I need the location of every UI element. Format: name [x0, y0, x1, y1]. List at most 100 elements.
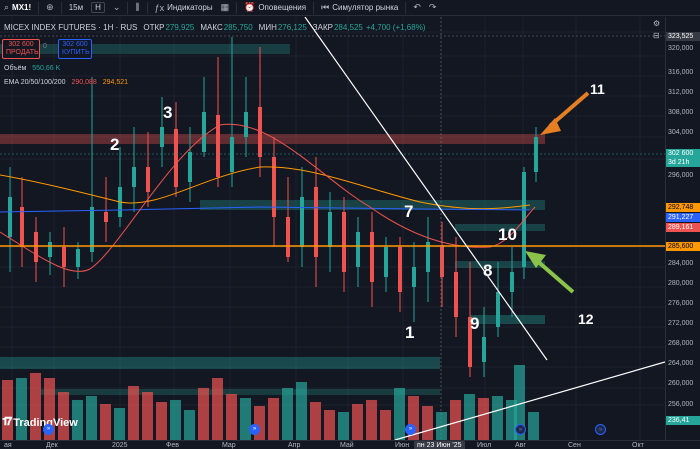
volume-bar: [226, 394, 237, 440]
annotation-2: 2: [110, 135, 120, 154]
volume-bar: [528, 412, 539, 440]
volume-bar: [2, 380, 13, 440]
time-label: Май: [340, 442, 354, 449]
time-axis[interactable]: ая Дек 2025 Фев Мар Апр Май Июн Июл Авг Сен Окт пн …: [0, 440, 700, 449]
candle-body: [104, 212, 108, 222]
volume-bar: [44, 378, 55, 440]
ema-label: EMA 20/50/100/200: [4, 79, 66, 86]
collapse-icon[interactable]: ⊟: [653, 31, 660, 40]
volume-bar: [128, 386, 139, 440]
interval-selected[interactable]: Н: [87, 0, 109, 16]
volume-bar: [100, 404, 111, 440]
symbol-search[interactable]: ⌕ MX1!: [0, 0, 35, 16]
candle-body: [202, 112, 206, 152]
volume-bar: [282, 388, 293, 440]
quantity-value[interactable]: 0: [43, 43, 47, 50]
legend-title: MICEX INDEX FUTURES · 1H · RUS: [4, 22, 138, 32]
time-label: Дек: [46, 442, 58, 449]
volume-bar: [450, 400, 461, 440]
event-marker-icon[interactable]: »: [249, 424, 260, 435]
time-label: Июл: [477, 442, 492, 449]
level-tag: 285,600: [666, 242, 700, 251]
sell-button[interactable]: 302 600 ПРОДАТЬ: [2, 39, 40, 59]
price-tick: 320,000: [668, 45, 694, 52]
candle-body: [76, 249, 80, 267]
zone-green-low: [40, 389, 440, 395]
search-icon: ⌕: [4, 2, 10, 12]
ema-value-1: 290,088: [71, 79, 97, 86]
candle-body: [496, 292, 500, 327]
volume-bar: [310, 402, 321, 440]
candle-body: [440, 245, 444, 277]
undo-button[interactable]: ↶: [409, 0, 425, 16]
candle-body: [356, 232, 360, 267]
grid-lines: [0, 17, 665, 440]
indicators-button[interactable]: ƒx Индикаторы: [151, 0, 217, 16]
candle-body: [90, 207, 94, 252]
price-axis[interactable]: 323,525 320,000 316,000 312,000 308,000 304,…: [665, 17, 700, 440]
chart-settings-icon[interactable]: ⚙: [653, 19, 661, 28]
volume-bar: [394, 388, 405, 440]
volume-bar: [422, 406, 433, 440]
annotation-7: 7: [404, 202, 414, 221]
zone-green-9: [470, 315, 545, 324]
trendline-ascending: [394, 361, 665, 440]
candle-body: [258, 107, 262, 157]
grid-icon: ▦: [220, 2, 230, 12]
tradingview-logo[interactable]: 𝟏𝟕 TradingView: [2, 416, 78, 429]
buy-price: 302 600: [62, 41, 88, 48]
volume-legend: Объём 550,66 K: [4, 65, 60, 72]
candle-body: [48, 242, 52, 257]
candle-body: [426, 242, 430, 272]
alarm-clock-icon: ⏰: [244, 2, 256, 12]
candle-body: [272, 157, 276, 217]
current-price-tag: 302 600: [666, 149, 700, 158]
event-marker-icon[interactable]: »: [405, 424, 416, 435]
candle-body: [398, 247, 402, 292]
volume-bar: [86, 396, 97, 440]
candle-body: [286, 217, 290, 257]
price-tick: 296,000: [668, 172, 694, 179]
event-marker-icon[interactable]: »: [43, 424, 54, 435]
volume-bar: [114, 408, 125, 440]
annotation-1: 1: [405, 323, 415, 342]
divider: [127, 1, 129, 14]
event-marker-icon[interactable]: »: [595, 424, 606, 435]
buy-button[interactable]: 302 600 КУПИТЬ: [58, 39, 92, 59]
replay-button[interactable]: ⏮ Симулятор рынка: [317, 0, 402, 16]
chart-type-button[interactable]: ⫼: [131, 0, 143, 16]
candle-body: [534, 137, 538, 172]
volume-bar: [142, 392, 153, 440]
volume-bar: [184, 410, 195, 440]
candle-body: [342, 212, 346, 272]
sell-label: ПРОДАТЬ: [6, 49, 39, 56]
layout-button[interactable]: ▦: [217, 0, 234, 16]
zone-green-10: [455, 224, 545, 231]
low-value: 276,125: [277, 22, 307, 32]
indicators-icon: ƒx: [154, 2, 165, 13]
candle-body: [468, 317, 472, 367]
zone-top-green: [0, 44, 290, 54]
redo-icon: ↷: [428, 2, 437, 12]
volume-value: 550,66 K: [32, 65, 61, 72]
time-label: 2025: [112, 442, 128, 449]
volume-bar: [338, 412, 349, 440]
volume-bar: [30, 373, 41, 440]
top-price-tag: 323,525: [666, 32, 700, 41]
volume-bar: [72, 400, 83, 440]
candle-body: [300, 197, 304, 247]
chart-pane[interactable]: MICEX INDEX FUTURES · 1H · RUS ОТКР 279,…: [0, 17, 665, 440]
time-label: ая: [4, 442, 12, 449]
divider: [60, 1, 62, 14]
trendline-descending: [304, 17, 548, 361]
redo-button[interactable]: ↷: [425, 0, 441, 16]
ema-line-orange: [0, 166, 531, 210]
interval-15m[interactable]: 15м: [65, 0, 87, 16]
arrow-orange: [540, 91, 590, 135]
add-symbol-button[interactable]: ⊕: [42, 0, 58, 16]
alerts-button[interactable]: ⏰ Оповещения: [240, 0, 310, 16]
volume-bar: [58, 392, 69, 440]
interval-dropdown[interactable]: ⌄: [109, 0, 125, 16]
chart-canvas: [0, 17, 665, 440]
event-marker-icon[interactable]: »: [515, 424, 526, 435]
